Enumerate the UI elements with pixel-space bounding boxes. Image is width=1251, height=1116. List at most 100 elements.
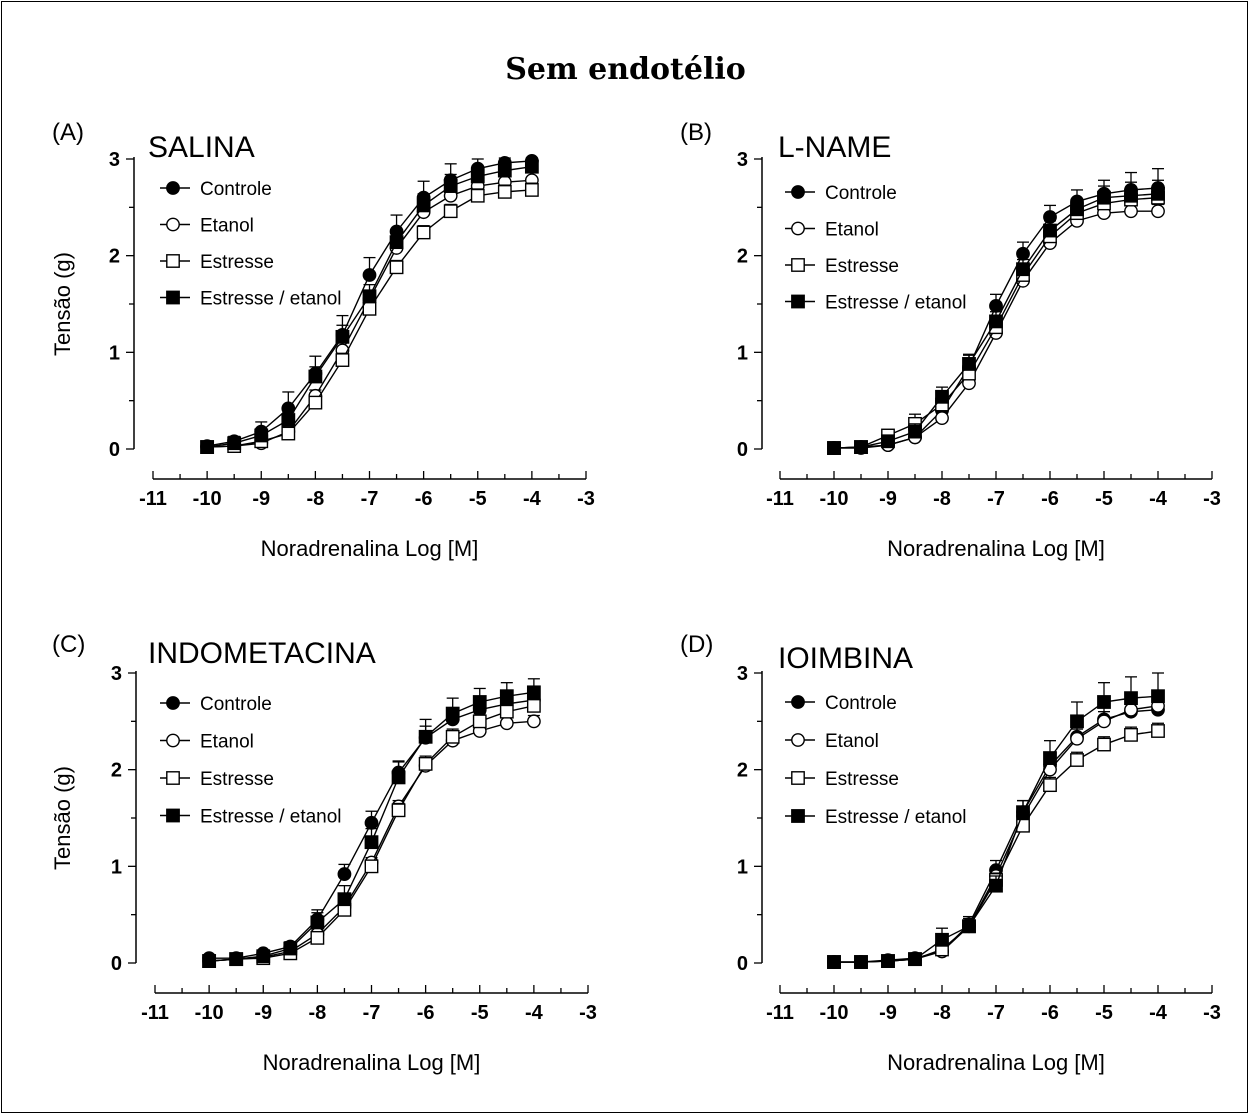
data-point [281, 426, 296, 441]
legend-marker [791, 809, 805, 823]
x-tick-label: -4 [523, 488, 542, 510]
data-point [335, 329, 350, 344]
data-point [1043, 223, 1057, 238]
data-point [362, 268, 377, 282]
legend-marker [166, 254, 180, 268]
panel-title: IOIMBINA [778, 642, 913, 675]
y-tick-label: 2 [737, 246, 748, 268]
x-tick-label: -8 [933, 488, 951, 510]
legend-marker [166, 808, 180, 823]
data-point [391, 770, 406, 785]
data-point [254, 428, 269, 443]
data-point [1124, 188, 1138, 203]
y-axis-label: Tensão (g) [50, 252, 75, 356]
x-tick-label: -9 [252, 488, 270, 510]
data-point [1124, 702, 1138, 717]
chart-panel-b: (B) L-NAME -11 -10 -9 -8 -7 -6 -5 -4 -3 0 1 2 3 Noradre… [680, 119, 1221, 561]
x-tick-label: -11 [766, 488, 794, 510]
x-tick-label: -9 [879, 488, 897, 510]
legend: Controle Etanol Estresse Estresse / etanol [785, 693, 967, 828]
y-tick-label: 2 [111, 760, 122, 782]
series-estresse-etanol [200, 159, 539, 454]
y-tick-label: 3 [737, 149, 748, 171]
x-tick-label: -5 [471, 1002, 489, 1024]
legend-label: Estresse [825, 256, 899, 277]
data-point [1151, 689, 1165, 704]
x-tick-label: -3 [1203, 1002, 1221, 1024]
x-tick-label: -10 [820, 488, 849, 510]
legend-marker [791, 771, 805, 785]
x-axis-label: Noradrenalina Log [M] [263, 1050, 481, 1075]
data-point [202, 954, 217, 968]
data-point [827, 441, 841, 455]
data-point [854, 440, 868, 454]
legend-label: Controle [200, 179, 272, 200]
series-estresse [827, 722, 1165, 969]
legend-label: Estresse / etanol [200, 807, 342, 828]
series-estresse-etanol [827, 179, 1165, 455]
x-tick-label: -10 [820, 1002, 849, 1024]
data-point [1151, 724, 1165, 738]
figure-title: Sem endotélio [505, 52, 746, 87]
data-point [1151, 186, 1165, 201]
data-point [989, 314, 1003, 329]
data-point [389, 235, 404, 250]
data-point [389, 260, 404, 275]
legend: Controle Etanol Estresse Estresse / etanol [785, 183, 967, 314]
data-point [362, 301, 377, 316]
data-point [445, 706, 460, 721]
data-point [989, 299, 1003, 313]
data-point [1070, 714, 1084, 729]
series-line [834, 730, 1159, 963]
y-tick-label: 3 [109, 149, 120, 171]
data-point [470, 169, 485, 184]
panel-title: SALINA [148, 131, 255, 164]
y-tick-label: 0 [109, 439, 120, 461]
data-point [337, 867, 352, 881]
data-point [499, 689, 514, 704]
legend-marker [166, 771, 180, 785]
x-tick-label: -10 [193, 488, 222, 510]
x-tick-label: -6 [1041, 488, 1059, 510]
data-point [472, 695, 487, 709]
y-axis-label: Tensão (g) [50, 766, 75, 870]
x-tick-label: -8 [308, 1002, 326, 1024]
legend-marker [791, 294, 805, 309]
legend-label: Etanol [200, 732, 254, 753]
x-tick-label: -8 [933, 1002, 951, 1024]
data-point [362, 289, 377, 304]
series-estresse-etanol [202, 678, 541, 968]
data-point [310, 915, 325, 930]
legend-marker [166, 696, 180, 710]
legend-label: Controle [825, 183, 897, 204]
data-point [497, 163, 512, 178]
y-tick-label: 1 [737, 856, 748, 878]
y-tick-label: 3 [737, 663, 748, 685]
legend-marker [166, 290, 180, 305]
legend-marker [166, 217, 180, 232]
x-tick-label: -5 [1095, 488, 1113, 510]
y-tick-label: 0 [111, 953, 122, 975]
legend-label: Estresse / etanol [825, 293, 967, 314]
data-point [935, 932, 949, 947]
x-tick-label: -6 [1041, 1002, 1059, 1024]
x-axis-label: Noradrenalina Log [M] [261, 536, 479, 561]
data-point [1070, 731, 1084, 746]
x-tick-label: -6 [417, 1002, 435, 1024]
data-point [283, 941, 298, 956]
chart-panel-c: (C) INDOMETACINA -11 -10 -9 -8 -7 -6 -5 -4 -3 0 1 2 3 N… [50, 631, 597, 1075]
x-tick-label: -4 [1149, 488, 1168, 510]
data-point [1151, 204, 1165, 219]
data-point [1124, 204, 1138, 219]
panel-label: (D) [680, 631, 713, 658]
x-axis-label: Noradrenalina Log [M] [887, 1050, 1105, 1075]
x-tick-label: -7 [363, 1002, 381, 1024]
legend-marker [166, 181, 180, 195]
legend-label: Etanol [825, 731, 879, 752]
panel-label: (A) [52, 119, 84, 146]
data-point [499, 716, 514, 731]
data-point [281, 413, 296, 427]
data-point [908, 952, 922, 967]
legend-label: Estresse / etanol [200, 289, 342, 310]
